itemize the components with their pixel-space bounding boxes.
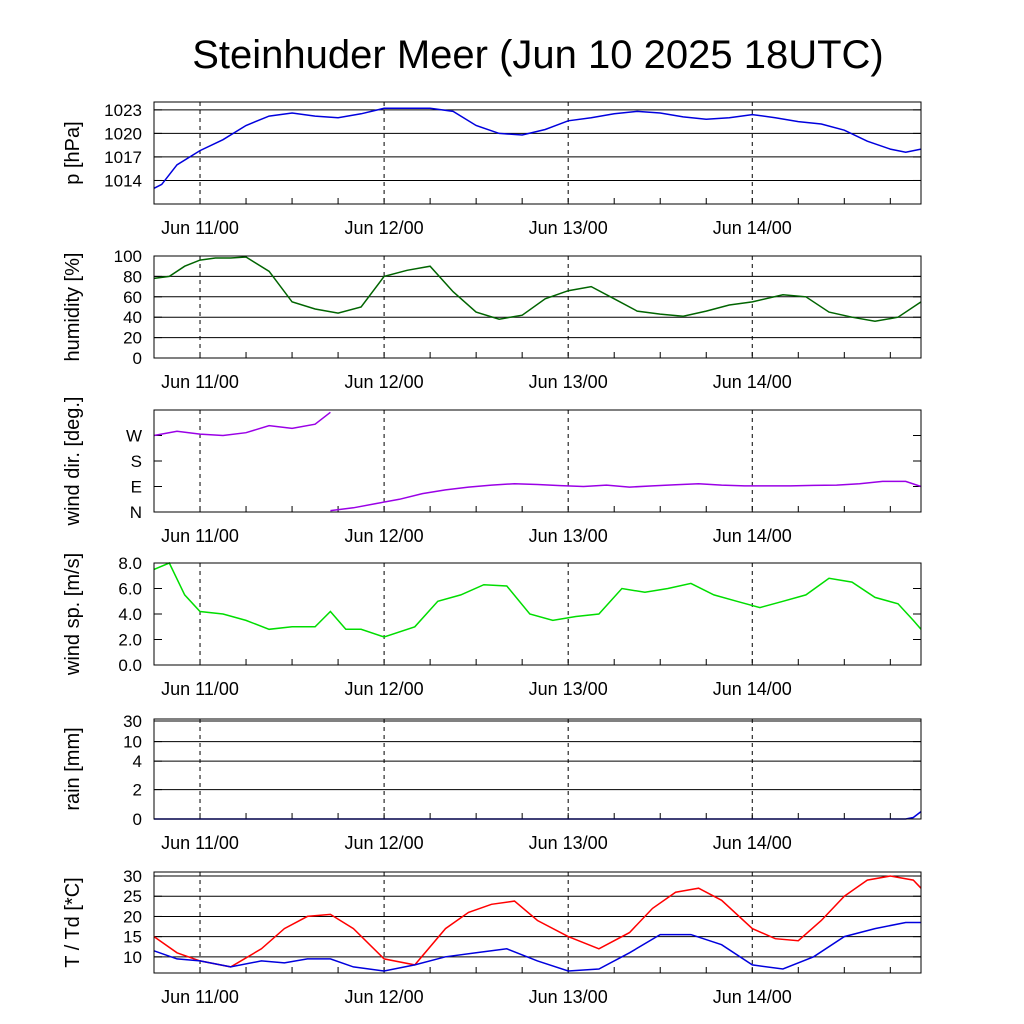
x-tick-label: Jun 13/00 [529, 526, 608, 546]
plot-frame [153, 101, 922, 205]
plot-frame [153, 562, 922, 666]
y-tick-label: 30 [123, 867, 142, 886]
y-tick-label: 4 [133, 752, 142, 771]
series-line-1 [153, 921, 921, 972]
x-tick-label: Jun 12/00 [345, 679, 424, 699]
y-axis-label: rain [mm] [62, 727, 84, 810]
x-tick-label: Jun 13/00 [529, 679, 608, 699]
y-tick-label: 2.0 [118, 631, 142, 650]
x-tick-label: Jun 13/00 [529, 987, 608, 1007]
x-tick-label: Jun 14/00 [713, 833, 792, 853]
plot-frame [153, 718, 922, 820]
x-tick-label: Jun 12/00 [345, 987, 424, 1007]
series-line-0 [153, 875, 922, 968]
series-line-0 [153, 411, 922, 512]
x-tick-label: Jun 12/00 [345, 526, 424, 546]
y-tick-label: 30 [123, 712, 142, 731]
panel-4: 0 2 410 30 rain [mm] Jun 11/00 Jun 12/00 Jun 13… [62, 712, 922, 853]
y-axis-label: p [hPa] [62, 121, 84, 184]
x-tick-label: Jun 11/00 [161, 372, 239, 392]
chart-title: Steinhuder Meer (Jun 10 2025 18UTC) [192, 33, 883, 77]
y-tick-label: 4.0 [118, 605, 142, 624]
x-tick-label: Jun 13/00 [529, 218, 608, 238]
y-tick-label: 1020 [104, 124, 142, 143]
y-tick-label: 40 [123, 308, 142, 327]
y-tick-label: 1017 [104, 148, 142, 167]
y-tick-label: E [131, 478, 142, 497]
x-tick-label: Jun 14/00 [713, 679, 792, 699]
panel-3: 0.0 2.0 4.0 6.0 8.0 wind sp. [m/s] Jun 11/00 Ju… [62, 553, 922, 699]
y-tick-label: 100 [114, 247, 142, 266]
plot-frame [153, 255, 922, 359]
series-line-0 [153, 107, 922, 189]
y-tick-label: W [126, 427, 142, 446]
y-tick-label: 6.0 [118, 580, 142, 599]
y-tick-label: 0 [133, 810, 142, 829]
series-line-0 [153, 256, 922, 323]
x-tick-label: Jun 14/00 [713, 372, 792, 392]
series-line-0 [153, 562, 922, 638]
y-tick-label: 10 [123, 948, 142, 967]
x-tick-label: Jun 12/00 [345, 833, 424, 853]
y-tick-label: 10 [123, 733, 142, 752]
y-tick-label: 60 [123, 288, 142, 307]
x-tick-label: Jun 13/00 [529, 833, 608, 853]
x-tick-label: Jun 14/00 [713, 218, 792, 238]
x-tick-label: Jun 11/00 [161, 679, 239, 699]
x-tick-label: Jun 12/00 [345, 218, 424, 238]
y-tick-label: 20 [123, 907, 142, 926]
y-tick-label: 0 [133, 349, 142, 368]
y-tick-label: N [130, 503, 142, 522]
series-line-0 [154, 811, 922, 820]
x-tick-label: Jun 12/00 [345, 372, 424, 392]
panel-0: 1014 1017 1020 1023 p [hPa] Jun 11/00 Jun 12/0… [62, 101, 922, 238]
y-tick-label: 20 [123, 329, 142, 348]
y-tick-label: 1014 [104, 171, 142, 190]
y-axis-label: humidity [%] [62, 253, 84, 362]
y-tick-label: 8.0 [118, 554, 142, 573]
y-tick-label: 1023 [104, 101, 142, 120]
y-tick-label: 80 [123, 267, 142, 286]
y-tick-label: 15 [123, 928, 142, 947]
x-tick-label: Jun 11/00 [161, 526, 239, 546]
x-tick-label: Jun 11/00 [161, 218, 239, 238]
x-tick-label: Jun 11/00 [161, 987, 239, 1007]
y-tick-label: 25 [123, 887, 142, 906]
x-tick-label: Jun 13/00 [529, 372, 608, 392]
x-tick-label: Jun 11/00 [161, 833, 239, 853]
y-tick-label: 2 [133, 781, 142, 800]
y-axis-label: wind sp. [m/s] [62, 553, 84, 676]
plot-frame [153, 871, 922, 974]
x-tick-label: Jun 14/00 [713, 987, 792, 1007]
y-tick-label: 0.0 [118, 656, 142, 675]
plot-frame [153, 409, 922, 513]
x-tick-label: Jun 14/00 [713, 526, 792, 546]
y-axis-label: T / Td [*C] [62, 877, 84, 967]
y-axis-label: wind dir. [deg.] [62, 397, 84, 527]
y-tick-label: S [131, 452, 142, 471]
